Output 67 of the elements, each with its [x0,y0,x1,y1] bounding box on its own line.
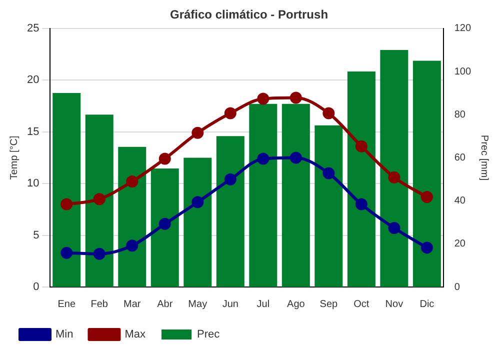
point [388,222,400,234]
point [60,198,73,210]
y2-tick-label: 100 [454,66,472,78]
point [355,140,368,152]
y-tick-label: 25 [26,22,40,34]
y-tick-label: 0 [33,281,40,294]
x-tick-label: Sep [320,298,338,310]
point [93,193,106,206]
point [322,107,335,120]
y2-tick-label: 20 [454,238,466,250]
y-axis-title: Temp [°C] [8,135,20,180]
point [126,240,138,252]
x-tick-label: Dic [420,298,434,310]
y-tick-label: 20 [26,74,40,86]
y-tick-label: 10 [26,178,40,190]
point [192,196,204,208]
point [257,92,270,105]
x-tick-label: Ene [58,298,76,310]
bar [380,50,408,287]
point [388,171,400,184]
point [355,198,368,210]
y2-tick-label: 120 [454,23,472,34]
point [290,152,302,164]
bar [216,136,244,287]
bar [249,104,278,287]
y2-tick-label: 80 [454,109,466,120]
bar [184,158,212,287]
bar [52,93,81,287]
point [126,175,138,188]
x-tick-label: Jul [256,298,270,310]
x-tick-label: Oct [354,298,370,310]
x-tick-label: Ago [287,298,306,310]
legend-label: Max [124,328,146,341]
x-tick-label: May [188,298,208,310]
x-tick-label: Feb [90,298,108,310]
point [224,173,236,186]
point [322,167,335,180]
point [420,191,433,204]
point [192,126,204,139]
y2-tick-label: 0 [454,282,460,293]
x-tick-label: Mar [124,298,142,310]
bar [412,60,441,287]
bar [118,146,146,287]
bar [85,114,114,287]
x-tick-label: Jun [222,298,238,310]
y2-tick-label: 60 [454,152,466,164]
point [158,218,171,230]
point [257,152,270,165]
point [420,242,433,254]
point [93,248,106,260]
point [60,246,73,259]
bar [347,72,376,287]
y2-tick-label: 40 [454,196,466,207]
legend-label: Min [56,328,74,341]
point [158,152,171,165]
x-tick-label: Abr [157,298,174,310]
chart-title: Gráfico climático - Portrush [170,8,328,22]
legend-label: Prec [197,328,220,341]
x-tick-label: Nov [385,298,404,310]
bar [282,104,310,287]
point [290,92,302,104]
bar [150,168,179,287]
y-tick-label: 15 [26,126,40,138]
point [224,107,236,120]
y2-axis-title: Prec [mm] [478,134,490,181]
y-tick-label: 5 [33,229,40,242]
bar [314,125,343,287]
